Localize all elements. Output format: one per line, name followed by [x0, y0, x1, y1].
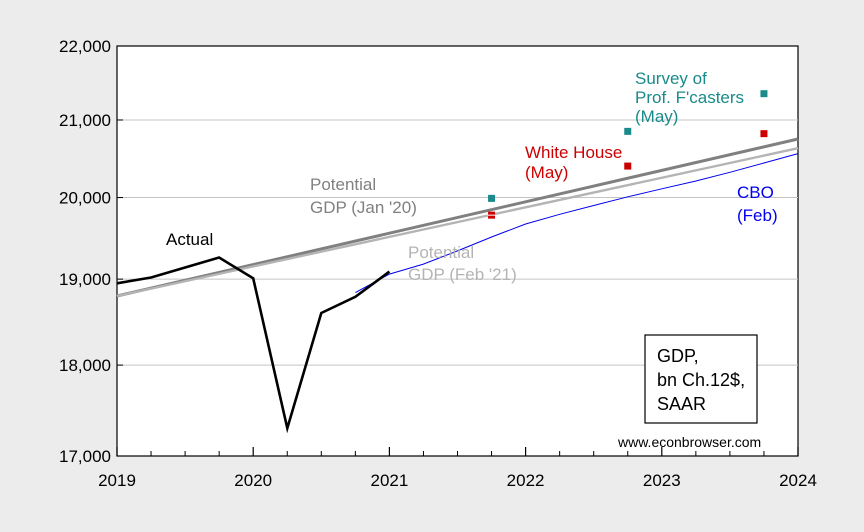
y-tick-label: 18,000: [59, 356, 111, 375]
label-pot21: Potential GDP (Feb '21): [408, 243, 517, 284]
potential-gdp-feb21-line: [116, 147, 799, 298]
y-tick-label: 21,000: [59, 111, 111, 130]
x-tick-label: 2020: [234, 471, 272, 490]
spf-point: [760, 90, 768, 98]
y-tick-label: 19,000: [59, 270, 111, 289]
forecast-points: [487, 90, 768, 219]
spf-point: [488, 194, 496, 202]
note-line: SAAR: [657, 394, 706, 414]
note-line: GDP,: [657, 346, 699, 366]
label-spf: Survey of Prof. F'casters (May): [635, 69, 744, 126]
spf-point: [624, 127, 632, 135]
label-cbo-line: CBO: [737, 183, 774, 202]
note-text: GDP, bn Ch.12$, SAAR: [657, 346, 745, 414]
label-pot20-line: Potential: [310, 175, 376, 194]
actual-gdp-line: [116, 256, 391, 434]
label-pot21-line: GDP (Feb '21): [408, 265, 517, 284]
label-cbo-line: (Feb): [737, 206, 778, 225]
label-actual-line: Actual: [166, 230, 213, 249]
white-house-point: [624, 162, 632, 170]
label-cbo: CBO (Feb): [737, 183, 778, 225]
axis-ticks: 17,000 18,000 19,000 20,000 21,000 22,000 2019…: [59, 37, 817, 490]
white-house-point: [760, 130, 768, 138]
label-pot20: Potential GDP (Jan '20): [310, 175, 417, 217]
x-tick-label: 2023: [643, 471, 681, 490]
series-layer: [116, 137, 799, 434]
y-tick-label: 22,000: [59, 37, 111, 56]
note-line: bn Ch.12$,: [657, 370, 745, 390]
x-tick-label: 2024: [779, 471, 817, 490]
label-wh: White House (May): [525, 143, 622, 182]
x-tick-label: 2019: [98, 471, 136, 490]
annotations: Actual Potential GDP (Jan '20) Potential GDP…: [166, 69, 778, 284]
x-tick-label: 2021: [370, 471, 408, 490]
label-spf-line: Prof. F'casters: [635, 88, 744, 107]
label-actual: Actual: [166, 230, 213, 249]
cbo-feb-line: [355, 153, 799, 294]
label-pot21-line: Potential: [408, 243, 474, 262]
label-spf-line: (May): [635, 107, 678, 126]
y-tick-label: 20,000: [59, 189, 111, 208]
label-spf-line: Survey of: [635, 69, 707, 88]
potential-gdp-jan20-line: [116, 137, 799, 298]
label-wh-line: (May): [525, 163, 568, 182]
y-tick-label: 17,000: [59, 447, 111, 466]
note-box: [644, 334, 758, 424]
label-wh-line: White House: [525, 143, 622, 162]
label-pot20-line: GDP (Jan '20): [310, 198, 417, 217]
x-tick-label: 2022: [507, 471, 545, 490]
credit-text: www.econbrowser.com: [617, 434, 761, 450]
